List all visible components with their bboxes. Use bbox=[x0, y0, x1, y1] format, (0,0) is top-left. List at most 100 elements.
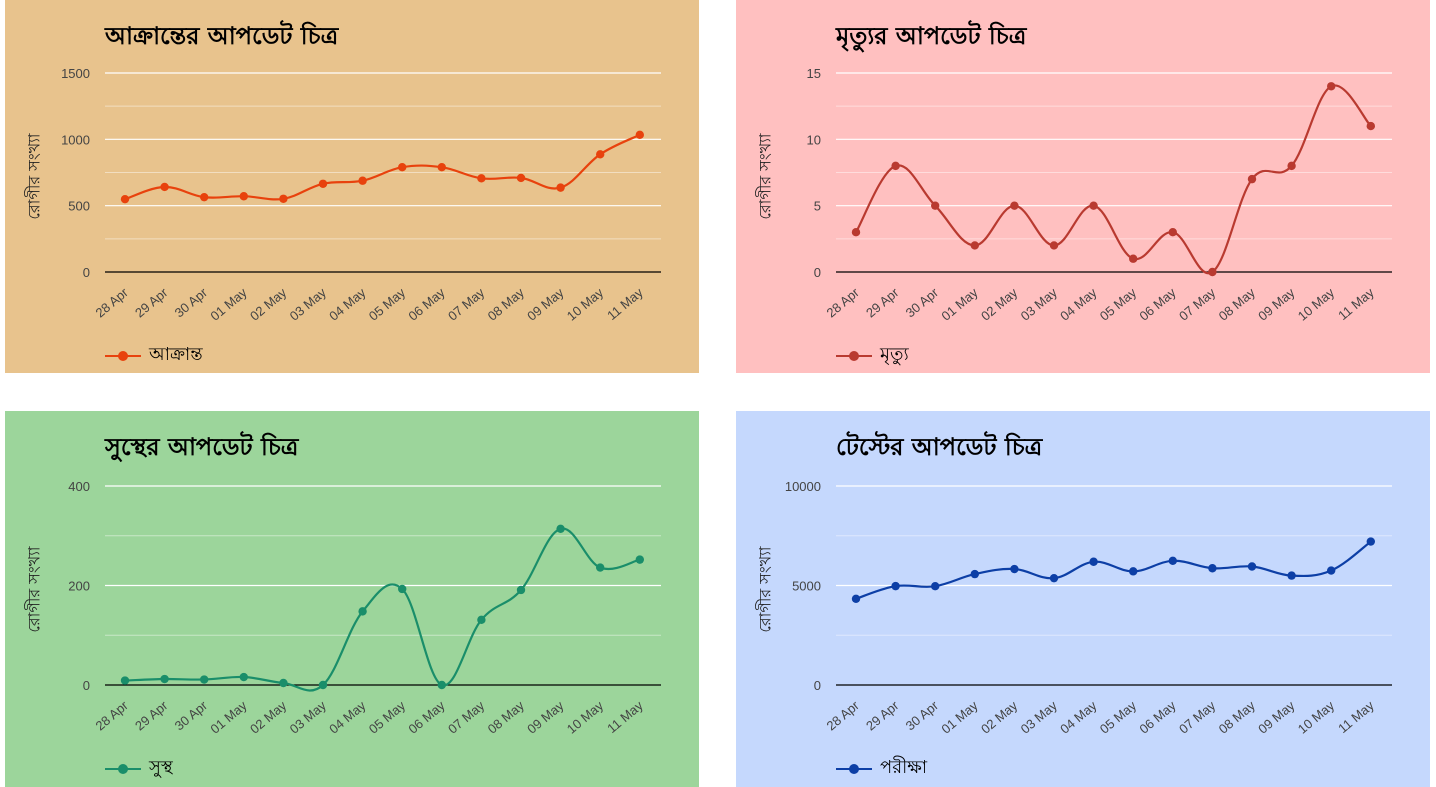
tests-data-point[interactable] bbox=[1327, 566, 1336, 575]
deaths-data-point[interactable] bbox=[1089, 201, 1098, 210]
x-tick-label: 09 May bbox=[1255, 697, 1298, 736]
x-tick-label: 06 May bbox=[1136, 284, 1179, 323]
tests-data-point[interactable] bbox=[1129, 567, 1138, 576]
tests-data-point[interactable] bbox=[851, 594, 861, 603]
deaths-legend[interactable]: মৃত্যু bbox=[836, 340, 909, 371]
recovered-legend[interactable]: সুস্থ bbox=[105, 753, 173, 784]
recovered-data-point[interactable] bbox=[398, 584, 407, 594]
tests-legend[interactable]: পরীক্ষা bbox=[836, 753, 927, 784]
x-tick-label: 10 May bbox=[1295, 697, 1338, 736]
confirmed-data-point[interactable] bbox=[200, 192, 209, 202]
confirmed-data-point[interactable] bbox=[318, 179, 328, 188]
tests-data-point[interactable] bbox=[1168, 556, 1177, 566]
deaths-data-point[interactable] bbox=[1010, 201, 1019, 210]
recovered-data-point[interactable] bbox=[358, 607, 367, 616]
deaths-data-point[interactable] bbox=[1208, 267, 1217, 277]
recovered-data-point[interactable] bbox=[120, 676, 130, 685]
deaths-data-point[interactable] bbox=[1049, 241, 1059, 250]
deaths-data-point[interactable] bbox=[891, 161, 900, 171]
deaths-chart-panel: মৃত্যুর আপডেট চিত্র রোগীর সংখ্যা 0 5 10 15 28 … bbox=[736, 0, 1430, 373]
x-tick-label: 03 May bbox=[1018, 284, 1061, 323]
legend-label: আক্রান্ত bbox=[149, 344, 203, 365]
y-tick-label: 10000 bbox=[785, 479, 821, 494]
recovered-data-point[interactable] bbox=[239, 672, 248, 682]
tests-chart-title: টেস্টের আপডেট চিত্র bbox=[836, 433, 1043, 461]
confirmed-data-point[interactable] bbox=[556, 183, 565, 192]
x-tick-label: 29 Apr bbox=[132, 697, 171, 733]
x-tick-label: 02 May bbox=[978, 284, 1021, 323]
x-tick-label: 07 May bbox=[445, 697, 488, 736]
recovered-data-point[interactable] bbox=[477, 615, 486, 625]
recovered-data-point[interactable] bbox=[437, 680, 446, 690]
tests-data-point[interactable] bbox=[891, 581, 900, 591]
confirmed-data-point[interactable] bbox=[516, 173, 526, 183]
recovered-data-point[interactable] bbox=[596, 563, 605, 572]
x-tick-label: 04 May bbox=[1057, 697, 1100, 736]
tests-data-point[interactable] bbox=[1208, 564, 1217, 573]
recovered-data-point[interactable] bbox=[200, 675, 209, 684]
deaths-data-point[interactable] bbox=[1327, 82, 1336, 91]
y-tick-label: 1000 bbox=[61, 132, 90, 147]
confirmed-data-point[interactable] bbox=[239, 192, 248, 201]
tests-data-point[interactable] bbox=[1089, 557, 1098, 566]
x-tick-label: 02 May bbox=[247, 284, 290, 323]
confirmed-data-point[interactable] bbox=[596, 150, 605, 159]
legend-marker-icon bbox=[118, 350, 128, 361]
confirmed-data-point[interactable] bbox=[120, 194, 130, 204]
confirmed-data-point[interactable] bbox=[437, 162, 446, 172]
confirmed-legend[interactable]: আক্রান্ত bbox=[105, 340, 203, 371]
deaths-data-point[interactable] bbox=[1287, 161, 1296, 171]
x-tick-label: 03 May bbox=[287, 284, 330, 323]
x-tick-label: 29 Apr bbox=[132, 284, 171, 320]
tests-series-line bbox=[855, 540, 1372, 600]
y-tick-label: 500 bbox=[68, 199, 90, 214]
recovered-data-point[interactable] bbox=[279, 678, 288, 688]
deaths-data-point[interactable] bbox=[1247, 174, 1257, 184]
recovered-data-point[interactable] bbox=[516, 585, 526, 595]
x-tick-label: 28 Apr bbox=[823, 284, 862, 320]
x-tick-label: 04 May bbox=[1057, 284, 1100, 323]
y-tick-label: 15 bbox=[807, 66, 821, 81]
confirmed-data-point[interactable] bbox=[635, 130, 644, 140]
deaths-data-point[interactable] bbox=[851, 228, 861, 237]
tests-data-point[interactable] bbox=[1287, 571, 1296, 580]
deaths-data-point[interactable] bbox=[1129, 254, 1138, 263]
tests-data-point[interactable] bbox=[1247, 562, 1257, 571]
y-tick-label: 0 bbox=[814, 265, 821, 280]
legend-label: মৃত্যু bbox=[880, 344, 909, 365]
recovered-data-point[interactable] bbox=[318, 680, 328, 690]
recovered-data-point[interactable] bbox=[635, 555, 644, 564]
x-tick-label: 11 May bbox=[604, 697, 646, 736]
deaths-data-point[interactable] bbox=[970, 241, 979, 250]
x-tick-label: 08 May bbox=[485, 284, 528, 323]
legend-swatch bbox=[836, 763, 872, 774]
x-tick-label: 03 May bbox=[287, 697, 330, 736]
tests-data-point[interactable] bbox=[970, 569, 979, 579]
x-tick-label: 08 May bbox=[1216, 284, 1259, 323]
deaths-data-point[interactable] bbox=[931, 201, 940, 210]
recovered-data-point[interactable] bbox=[556, 524, 565, 533]
legend-swatch bbox=[105, 350, 141, 361]
deaths-data-point[interactable] bbox=[1168, 228, 1177, 237]
confirmed-data-point[interactable] bbox=[160, 182, 169, 192]
tests-data-point[interactable] bbox=[1049, 573, 1059, 583]
x-tick-label: 30 Apr bbox=[172, 697, 211, 733]
confirmed-data-point[interactable] bbox=[398, 162, 407, 172]
x-tick-label: 02 May bbox=[247, 697, 290, 736]
x-tick-label: 01 May bbox=[938, 284, 981, 323]
legend-marker-icon bbox=[849, 350, 859, 361]
x-tick-label: 08 May bbox=[1216, 697, 1259, 736]
tests-data-point[interactable] bbox=[1010, 564, 1019, 574]
recovered-data-point[interactable] bbox=[160, 674, 169, 684]
tests-data-point[interactable] bbox=[931, 581, 940, 591]
x-tick-label: 11 May bbox=[1335, 284, 1377, 323]
deaths-data-point[interactable] bbox=[1366, 121, 1375, 131]
y-tick-label: 400 bbox=[68, 479, 90, 494]
recovered-series-line bbox=[124, 527, 641, 692]
tests-data-point[interactable] bbox=[1366, 537, 1375, 546]
confirmed-data-point[interactable] bbox=[477, 174, 486, 183]
confirmed-data-point[interactable] bbox=[279, 194, 288, 203]
confirmed-data-point[interactable] bbox=[358, 176, 367, 185]
